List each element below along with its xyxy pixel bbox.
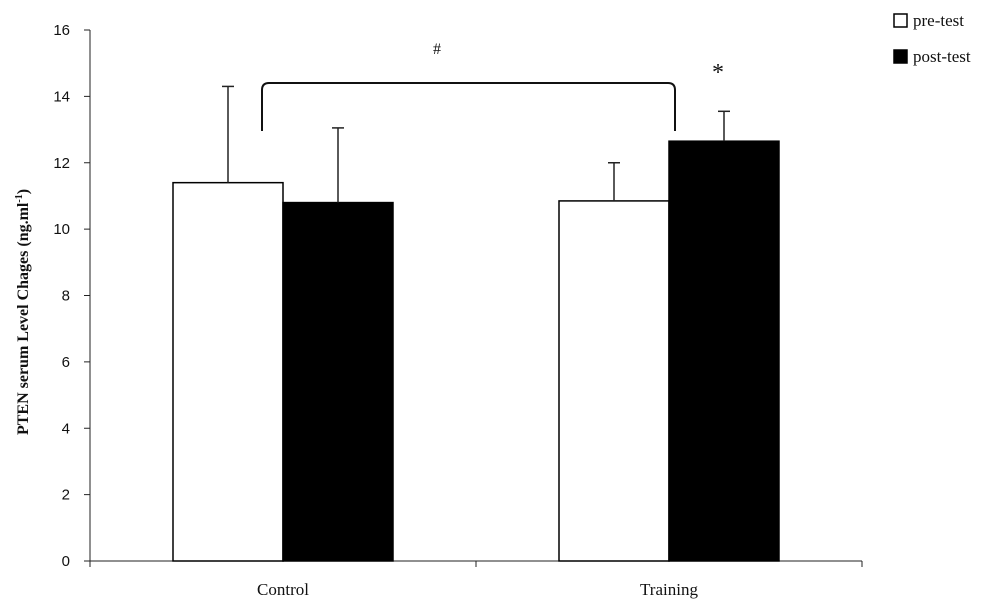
y-tick-label: 8	[62, 288, 70, 305]
y-tick-label: 0	[62, 553, 70, 570]
bar	[282, 201, 394, 562]
y-axis-label-main: PTEN serum Level Chages (ng.ml	[15, 202, 32, 435]
legend-label: pre-test	[913, 11, 964, 30]
bar	[172, 181, 284, 562]
x-tick-label: Control	[257, 580, 309, 599]
y-axis-label-superscript: -1	[14, 194, 25, 202]
error-bars	[222, 85, 730, 203]
bars	[172, 140, 780, 562]
axes: 0 2 4 6 8 10 12 14 16 Control Training	[53, 22, 863, 599]
y-tick-label: 6	[62, 354, 70, 371]
legend-swatch	[893, 49, 908, 64]
legend-swatch	[893, 13, 908, 28]
y-tick-label: 16	[53, 22, 70, 39]
y-tick-label: 14	[53, 88, 70, 105]
legend: pre-test post-test	[893, 11, 971, 66]
significance-bracket	[261, 82, 676, 131]
y-tick-label: 2	[62, 487, 70, 504]
post-test-significance-marker: *	[712, 60, 724, 86]
y-tick-label: 12	[53, 155, 70, 172]
y-tick-label: 4	[62, 420, 70, 437]
y-axis-label-close: )	[15, 189, 32, 194]
y-axis-label: PTEN serum Level Chages (ng.ml-1)	[14, 189, 32, 435]
legend-label: post-test	[913, 47, 971, 66]
bar	[558, 200, 670, 562]
bar	[668, 140, 780, 562]
y-tick-label: 10	[53, 221, 70, 238]
x-tick-label: Training	[640, 580, 698, 599]
group-significance-marker: #	[433, 41, 441, 58]
